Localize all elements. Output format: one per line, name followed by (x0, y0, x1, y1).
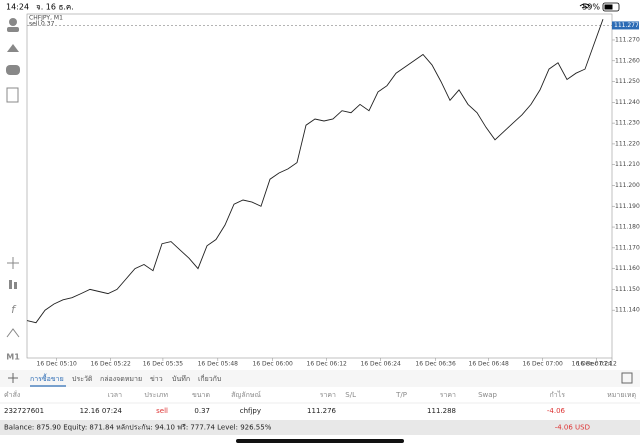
y-tick-label: 111.190 (615, 203, 640, 210)
column-header: S/L (345, 391, 356, 399)
x-tick-label: 16 Dec 06:12 (307, 361, 348, 368)
y-tick-label: 111.210 (615, 161, 640, 168)
y-tick-label: 111.170 (615, 244, 640, 251)
y-tick-label: 111.150 (615, 286, 640, 293)
y-tick-label: 111.240 (615, 99, 640, 106)
table-cell: -4.06 (547, 407, 566, 415)
new-chart-icon[interactable] (6, 87, 19, 103)
add-button[interactable] (8, 373, 18, 383)
column-header: กำไร (550, 390, 566, 399)
account-summary: Balance: 875.90 Equity: 871.84 หลักประกั… (4, 424, 272, 432)
y-tick-label: 111.140 (615, 307, 640, 314)
tab[interactable]: บันทึก (172, 374, 190, 383)
column-header: เวลา (107, 391, 122, 399)
status-date: จ. 16 ธ.ค. (36, 3, 74, 12)
y-tick-label: 111.230 (615, 120, 640, 127)
x-tick-label: 16 Dec 05:35 (143, 361, 184, 368)
tab[interactable]: เกี่ยวกับ (198, 374, 221, 383)
battery-level (604, 4, 613, 10)
objects-icon[interactable] (6, 328, 20, 338)
x-tick-label: 16 Dec 06:48 (469, 361, 510, 368)
x-tick-label: 16 Dec 06:36 (415, 361, 456, 368)
indicator-icon[interactable]: f (11, 303, 17, 316)
sidebar: f M1 (6, 18, 20, 362)
column-header: คำสั่ง (4, 390, 20, 399)
y-tick-label: 111.200 (615, 182, 640, 189)
home-indicator (236, 439, 404, 443)
x-tick-label: 16 Dec 05:10 (37, 361, 78, 368)
table-cell: 12.16 07:24 (80, 407, 123, 415)
column-header: T/P (395, 391, 407, 399)
column-header: Swap (478, 391, 497, 399)
table-cell: 0.37 (194, 407, 210, 415)
symbol-label: CHFJPY, M1 (29, 15, 63, 22)
status-time: 14:24 (6, 3, 29, 12)
x-tick-label: 16 Dec 06:24 (361, 361, 402, 368)
candle-icon[interactable] (9, 280, 12, 289)
layout-button[interactable] (621, 372, 633, 384)
timeframe[interactable]: M1 (6, 353, 20, 362)
plot-frame (26, 13, 613, 359)
column-header: ราคา (320, 391, 336, 399)
table-cell: chfjpy (240, 407, 261, 415)
column-header: ราคา (440, 391, 456, 399)
y-tick-label: 111.260 (615, 57, 640, 64)
total-profit: -4.06 USD (555, 424, 590, 432)
account-icon[interactable] (9, 18, 17, 26)
y-tick-label: 111.160 (615, 265, 640, 272)
x-tick-label: 16 Dec 07:12 (577, 361, 618, 368)
battery-icon (602, 2, 620, 12)
column-header: ขนาด (192, 391, 210, 399)
wifi-icon (579, 3, 591, 9)
table-cell: sell (156, 407, 168, 415)
account-icon-body (7, 27, 19, 32)
order-label: sell 0.37 (29, 21, 55, 28)
y-tick-label: 111.270 (615, 36, 640, 43)
footer-bar (0, 420, 640, 435)
x-tick-label: 16 Dec 07:00 (523, 361, 564, 368)
tab[interactable]: ประวัติ (72, 375, 93, 383)
x-tick-label: 16 Dec 05:48 (198, 361, 239, 368)
table-cell: 111.288 (427, 407, 456, 415)
column-header: หมายเหตุ (607, 391, 636, 399)
y-tick-label: 111.250 (615, 78, 640, 85)
x-tick-label: 16 Dec 07:24 (572, 361, 613, 368)
last-price-box (612, 21, 639, 30)
status-battery: 59% (582, 3, 600, 12)
x-tick-label: 16 Dec 05:22 (91, 361, 132, 368)
last-price-label: 111.277 (614, 22, 639, 29)
chat-icon[interactable] (6, 65, 20, 75)
column-header: สัญลักษณ์ (231, 391, 261, 399)
table-cell: 111.276 (307, 407, 336, 415)
column-header: ประเภท (144, 391, 168, 399)
trade-icon[interactable] (7, 44, 19, 52)
tab[interactable]: การซื้อขาย (30, 372, 64, 383)
tab-bar (0, 370, 640, 387)
candle-icon-2 (14, 282, 17, 289)
y-tick-label: 111.220 (615, 140, 640, 147)
y-tick-label: 111.180 (615, 224, 640, 231)
crosshair-icon[interactable] (7, 257, 19, 269)
tab[interactable]: ข่าว (150, 375, 163, 383)
price-line (26, 19, 604, 324)
tab[interactable]: กล่องจดหมาย (100, 375, 142, 383)
x-tick-label: 16 Dec 06:00 (253, 361, 294, 368)
table-cell: 232727601 (4, 407, 44, 415)
